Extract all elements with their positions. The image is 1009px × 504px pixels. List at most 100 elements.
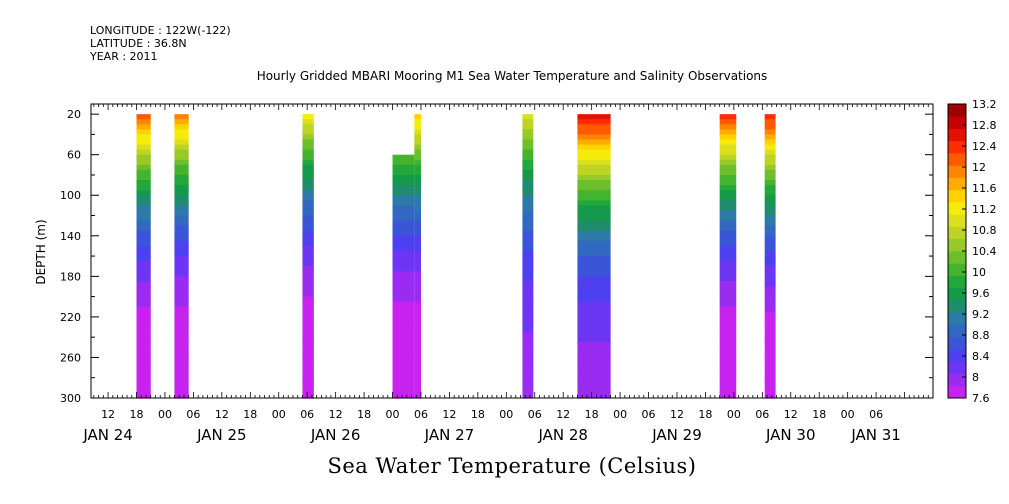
heatmap-cell: [719, 357, 737, 364]
heatmap-cell: [522, 205, 534, 212]
heatmap-cell: [136, 200, 151, 206]
heatmap-cell: [174, 139, 189, 146]
heatmap-cell: [577, 129, 611, 136]
heatmap-cell: [522, 169, 534, 176]
heatmap-cell: [136, 230, 151, 237]
colorbar-swatch: [948, 349, 966, 362]
heatmap-cell: [577, 316, 611, 323]
heatmap-cell: [764, 276, 776, 283]
heatmap-cell: [522, 159, 534, 166]
heatmap-cell: [719, 332, 737, 338]
heatmap-cell: [174, 261, 189, 267]
x-tick-label: 12: [670, 408, 684, 421]
heatmap-cell: [136, 347, 151, 353]
data-column: [719, 114, 737, 399]
heatmap-cell: [414, 377, 421, 384]
heatmap-cell: [174, 291, 189, 298]
colorbar-swatch: [948, 263, 966, 276]
heatmap-cell: [302, 200, 314, 206]
heatmap-cell: [136, 306, 151, 313]
heatmap-cell: [719, 200, 737, 206]
heatmap-cell: [414, 190, 421, 196]
heatmap-cell: [764, 327, 776, 333]
heatmap-cell: [302, 352, 314, 359]
heatmap-cell: [302, 124, 314, 130]
heatmap-cell: [174, 367, 189, 374]
heatmap-cell: [414, 327, 421, 333]
x-day-label: JAN 24: [82, 426, 133, 444]
heatmap-cell: [522, 372, 534, 379]
heatmap-cell: [577, 362, 611, 369]
heatmap-cell: [522, 240, 534, 247]
x-tick-label: 00: [386, 408, 400, 421]
heatmap-cell: [136, 245, 151, 252]
heatmap-cell: [764, 342, 776, 348]
heatmap-cell: [392, 311, 415, 318]
x-tick-label: 18: [243, 408, 257, 421]
heatmap-cell: [392, 240, 415, 247]
heatmap-cell: [174, 124, 189, 130]
heatmap-cell: [136, 220, 151, 227]
colorbar-swatch: [948, 373, 966, 387]
colorbar-swatch: [948, 165, 966, 178]
heatmap-cell: [302, 357, 314, 364]
heatmap-cell: [136, 301, 151, 308]
heatmap-cell: [392, 195, 415, 201]
heatmap-cell: [719, 316, 737, 323]
heatmap-cell: [522, 154, 534, 161]
heatmap-cell: [174, 337, 189, 343]
heatmap-cell: [302, 240, 314, 247]
heatmap-cell: [764, 357, 776, 364]
data-column: [764, 114, 776, 399]
heatmap-cell: [302, 230, 314, 237]
colorbar-label: 10.4: [972, 245, 997, 258]
heatmap-cell: [414, 230, 421, 237]
x-tick-label: 00: [158, 408, 172, 421]
heatmap-cell: [764, 169, 776, 176]
heatmap-cell: [174, 321, 189, 328]
heatmap-cell: [302, 251, 314, 257]
heatmap-cell: [136, 271, 151, 277]
heatmap-cell: [577, 230, 611, 237]
x-tick-label: 18: [471, 408, 485, 421]
heatmap-cell: [174, 352, 189, 359]
x-tick-label: 06: [414, 408, 428, 421]
heatmap-cell: [719, 296, 737, 303]
heatmap-cell: [302, 342, 314, 348]
heatmap-cell: [522, 296, 534, 303]
heatmap-cell: [414, 149, 421, 156]
heatmap-cell: [577, 266, 611, 272]
data-column: [522, 114, 534, 399]
heatmap-cell: [764, 372, 776, 379]
heatmap-cell: [136, 215, 151, 222]
heatmap-cell: [136, 382, 151, 389]
heatmap-cell: [414, 225, 421, 232]
heatmap-cell: [136, 195, 151, 201]
latitude-label: LATITUDE : 36.8N: [90, 37, 187, 50]
heatmap-cell: [392, 321, 415, 328]
heatmap-cell: [302, 190, 314, 196]
heatmap-cell: [764, 174, 776, 181]
heatmap-cell: [719, 154, 737, 161]
x-tick-label: 18: [812, 408, 826, 421]
heatmap-cell: [136, 119, 151, 125]
heatmap-cell: [302, 301, 314, 308]
heatmap-cell: [719, 124, 737, 130]
heatmap-cell: [719, 210, 737, 217]
heatmap-cell: [522, 357, 534, 364]
heatmap-cell: [764, 154, 776, 161]
heatmap-cell: [577, 200, 611, 206]
heatmap-cell: [414, 164, 421, 171]
heatmap-cell: [174, 332, 189, 338]
heatmap-cell: [522, 276, 534, 283]
heatmap-cell: [764, 382, 776, 389]
heatmap-cell: [522, 332, 534, 338]
heatmap-cell: [302, 377, 314, 384]
heatmap-cell: [174, 159, 189, 166]
heatmap-cell: [719, 220, 737, 227]
heatmap-cell: [174, 316, 189, 323]
heatmap-cell: [719, 321, 737, 328]
heatmap-cell: [136, 296, 151, 303]
heatmap-cell: [136, 235, 151, 242]
heatmap-cell: [136, 129, 151, 136]
